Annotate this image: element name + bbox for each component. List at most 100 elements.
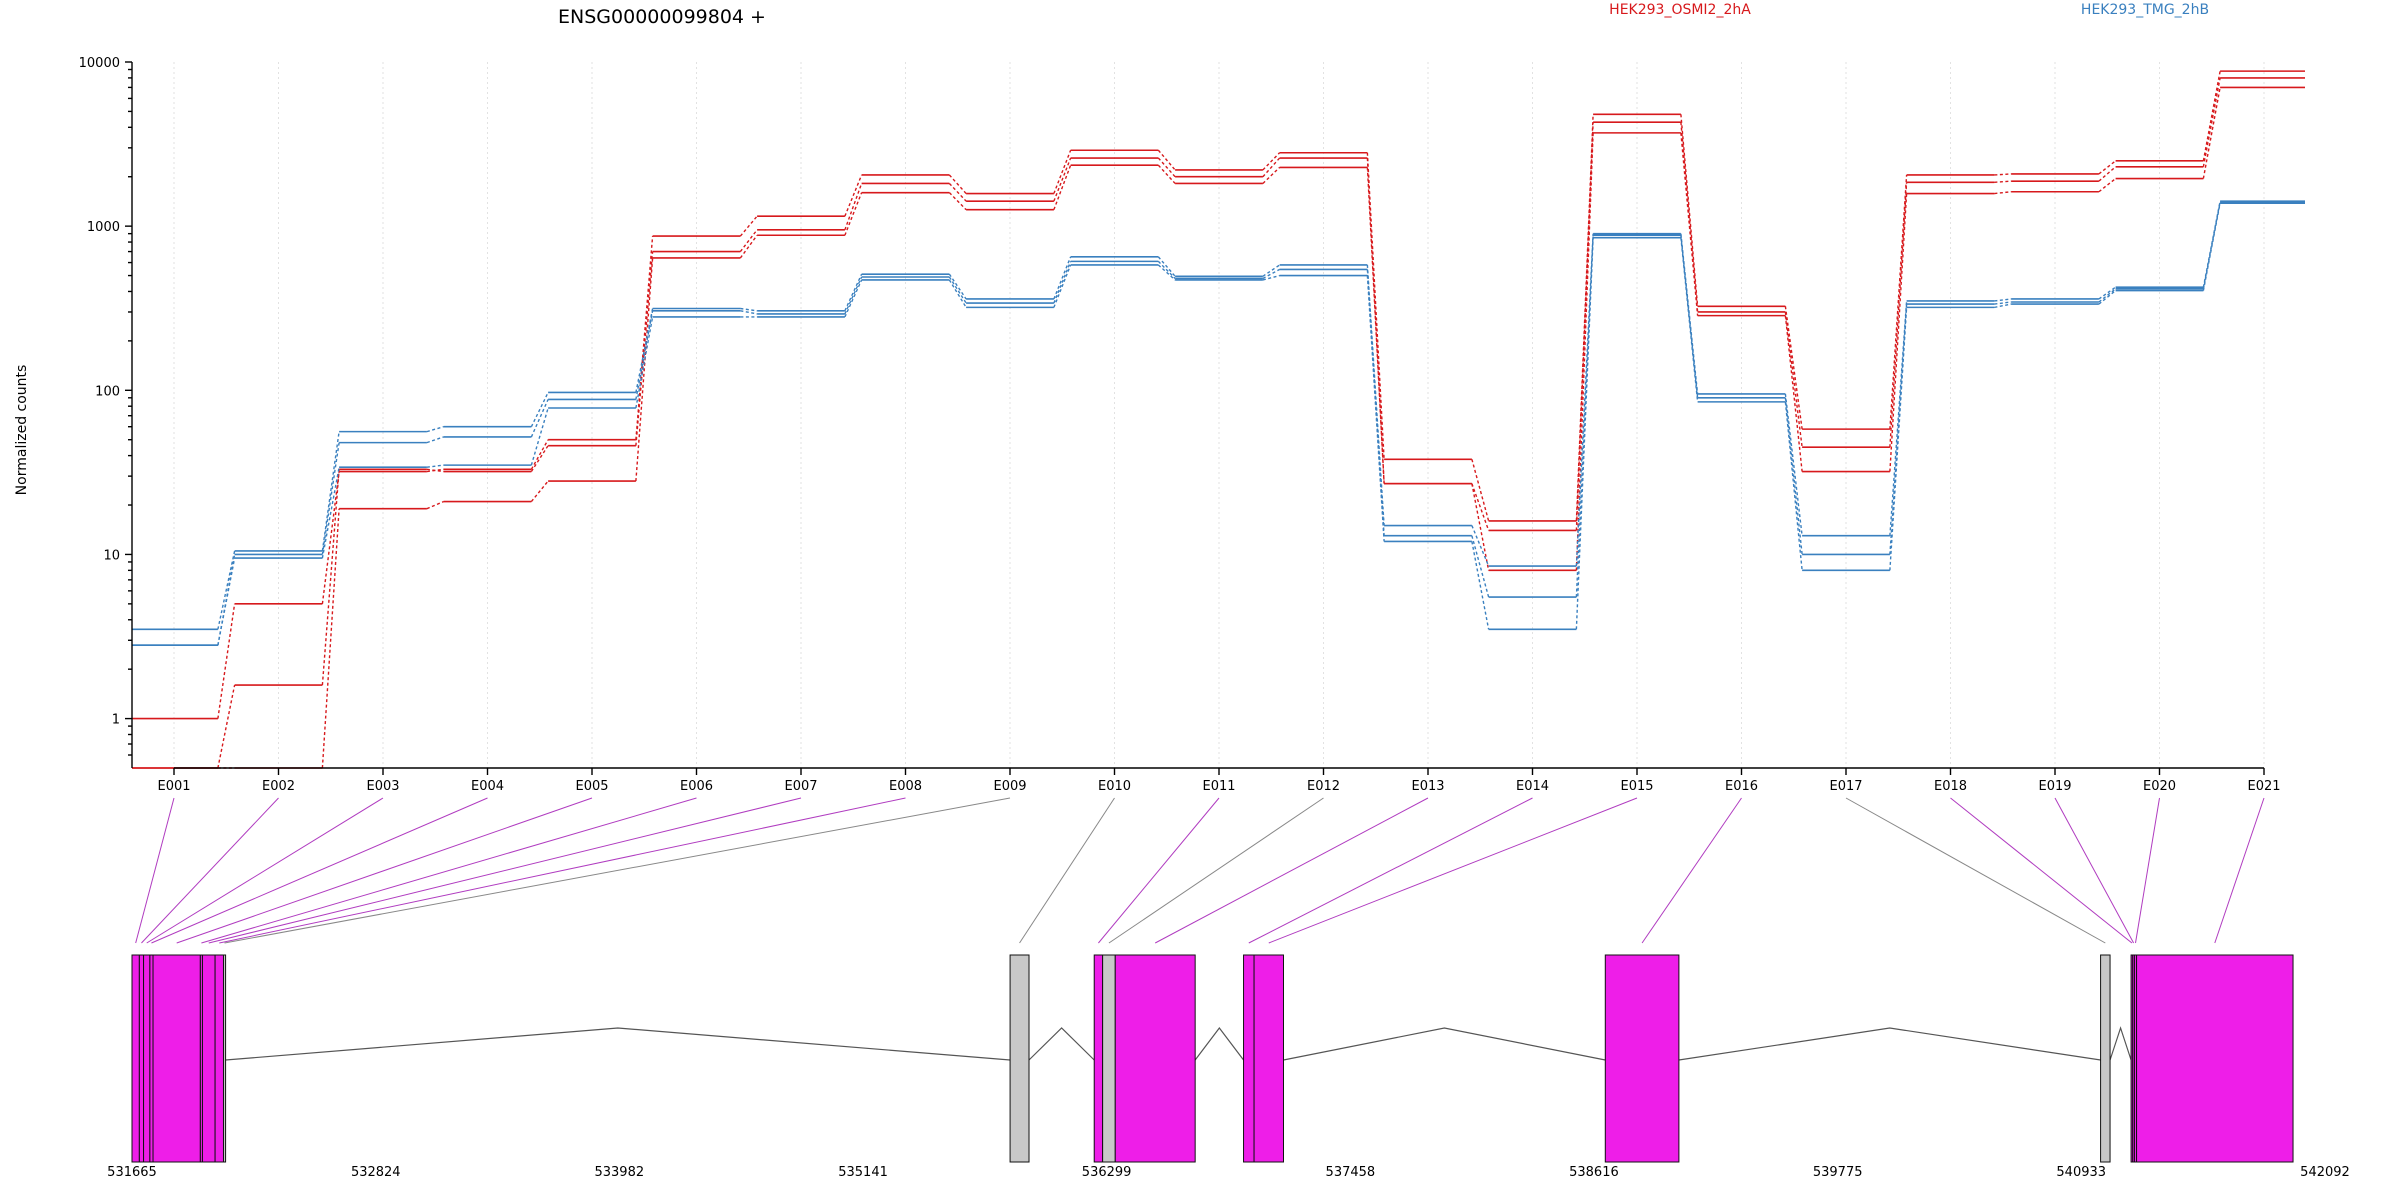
series-2-step-E007 (844, 183, 863, 231)
connector-E002 (141, 797, 279, 944)
connector-E014 (1248, 797, 1533, 944)
series-1-step-E016 (1784, 306, 1803, 430)
x-tick-label-E009: E009 (993, 779, 1026, 794)
series-2-step-E001 (217, 684, 236, 769)
x-tick-label-E002: E002 (262, 779, 295, 794)
series-3-step-E007 (844, 192, 863, 236)
coordinate-label: 531665 (107, 1165, 157, 1180)
coordinate-label: 538616 (1569, 1165, 1619, 1180)
series-5-step-E006 (740, 310, 758, 315)
series-6-step-E011 (1262, 274, 1280, 281)
x-tick-label-E014: E014 (1516, 779, 1549, 794)
series-4-step-E001 (217, 550, 236, 630)
coordinate-label: 542092 (2300, 1165, 2350, 1180)
series-1-step-E014 (1575, 114, 1594, 521)
series-1-step-E017 (1889, 174, 1908, 430)
intron-line (1678, 1027, 2101, 1061)
connector-E017 (1845, 797, 2106, 944)
series-5-step-E013 (1471, 535, 1490, 598)
series-5-step-E003 (426, 436, 444, 444)
series-3-step-E019 (2098, 177, 2117, 193)
x-tick-label-E011: E011 (1202, 779, 1235, 794)
series-1-step-E009 (1053, 149, 1072, 194)
coordinate-label: 540933 (2056, 1165, 2106, 1180)
legend-entry-osmi2: HEK293_OSMI2_2hA (1609, 2, 1751, 18)
series-4-step-E019 (2098, 286, 2117, 300)
series-5-step-E009 (1053, 261, 1072, 304)
exon-box-E003 (143, 954, 151, 1163)
connector-E005 (176, 797, 593, 944)
series-3-step-E011 (1262, 166, 1281, 184)
series-5-step-E019 (2098, 288, 2117, 303)
x-tick-label-E016: E016 (1725, 779, 1758, 794)
series-4-step-E008 (948, 273, 967, 300)
legend-entry-tmg: HEK293_TMG_2hB (2081, 2, 2209, 18)
series-3-step-E004 (530, 480, 549, 502)
series-4 (132, 200, 2305, 631)
exon-connectors (135, 797, 2265, 944)
exon-box-E005 (152, 954, 201, 1163)
intron-line (1283, 1027, 1606, 1061)
series-1-step-E020 (2202, 70, 2221, 161)
series-1-step-E011 (1262, 152, 1281, 171)
series-1-step-E008 (948, 174, 967, 195)
exon-box-E011 (1093, 954, 1104, 1163)
exon-box-E014 (1243, 954, 1255, 1163)
series-6-step-E004 (530, 407, 549, 466)
series-1-step-E007 (844, 174, 863, 217)
chart-title: ENSG00000099804 + (558, 6, 766, 28)
series-4-step-E013 (1471, 525, 1490, 567)
x-tick-label-E008: E008 (889, 779, 922, 794)
exon-box-E002 (138, 954, 145, 1163)
series-3-step-E013 (1471, 483, 1490, 571)
series-3-step-E016 (1784, 315, 1803, 472)
series-4-step-E007 (844, 273, 863, 312)
series-2-step-E013 (1471, 483, 1490, 531)
series-3-step-E017 (1889, 193, 1908, 472)
exon-box-E017 (2100, 954, 2111, 1163)
connector-E009 (224, 797, 1011, 944)
connector-E021 (2214, 797, 2265, 944)
series-2-step-E012 (1366, 157, 1385, 484)
x-tick-label-E003: E003 (366, 779, 399, 794)
gene-model: 531665 532824 533982 535141 536299 537458 5386… (107, 954, 2350, 1180)
series-1-step-E005 (635, 236, 654, 440)
series-6-step-E016 (1784, 401, 1803, 571)
intron-line (1194, 1027, 1245, 1061)
series-4-step-E003 (426, 426, 444, 433)
exon-box-E021 (2136, 954, 2294, 1163)
connector-E016 (1641, 797, 1742, 944)
exon-box-E010 (1009, 954, 1030, 1163)
series-2-step-E010 (1157, 157, 1176, 178)
y-tick-label: 10 (103, 548, 120, 563)
intron-line (225, 1027, 1011, 1061)
connector-E001 (135, 797, 175, 944)
x-tick-label-E013: E013 (1411, 779, 1444, 794)
series-2-step-E008 (948, 182, 967, 202)
grid-lines (173, 62, 2265, 768)
series-2-step-E019 (2098, 166, 2117, 182)
exon-box-E013 (1114, 954, 1196, 1163)
connector-E003 (146, 797, 384, 944)
y-tick-label: 100 (95, 384, 120, 399)
series-4-step-E009 (1053, 256, 1072, 300)
series-4-step-E004 (530, 392, 549, 428)
series-2-step-E016 (1784, 311, 1803, 448)
x-tick-label-E007: E007 (784, 779, 817, 794)
series-5-step-E010 (1157, 260, 1176, 279)
series-1-step-E010 (1157, 149, 1176, 171)
coordinate-label: 532824 (351, 1165, 401, 1180)
series-5-step-E008 (948, 276, 967, 304)
x-tick-label-E006: E006 (680, 779, 713, 794)
series-2-step-E005 (635, 251, 654, 446)
series-6-step-E010 (1157, 264, 1176, 281)
series-3-step-E010 (1157, 164, 1176, 184)
series-6-step-E018 (1994, 303, 2012, 309)
coordinate-label: 537458 (1326, 1165, 1376, 1180)
y-tick-label: 10000 (79, 56, 120, 71)
series-3-step-E008 (948, 192, 967, 211)
series-4-step-E018 (1994, 298, 2012, 302)
intron-line (1028, 1027, 1095, 1061)
series-6-step-E005 (635, 316, 654, 409)
